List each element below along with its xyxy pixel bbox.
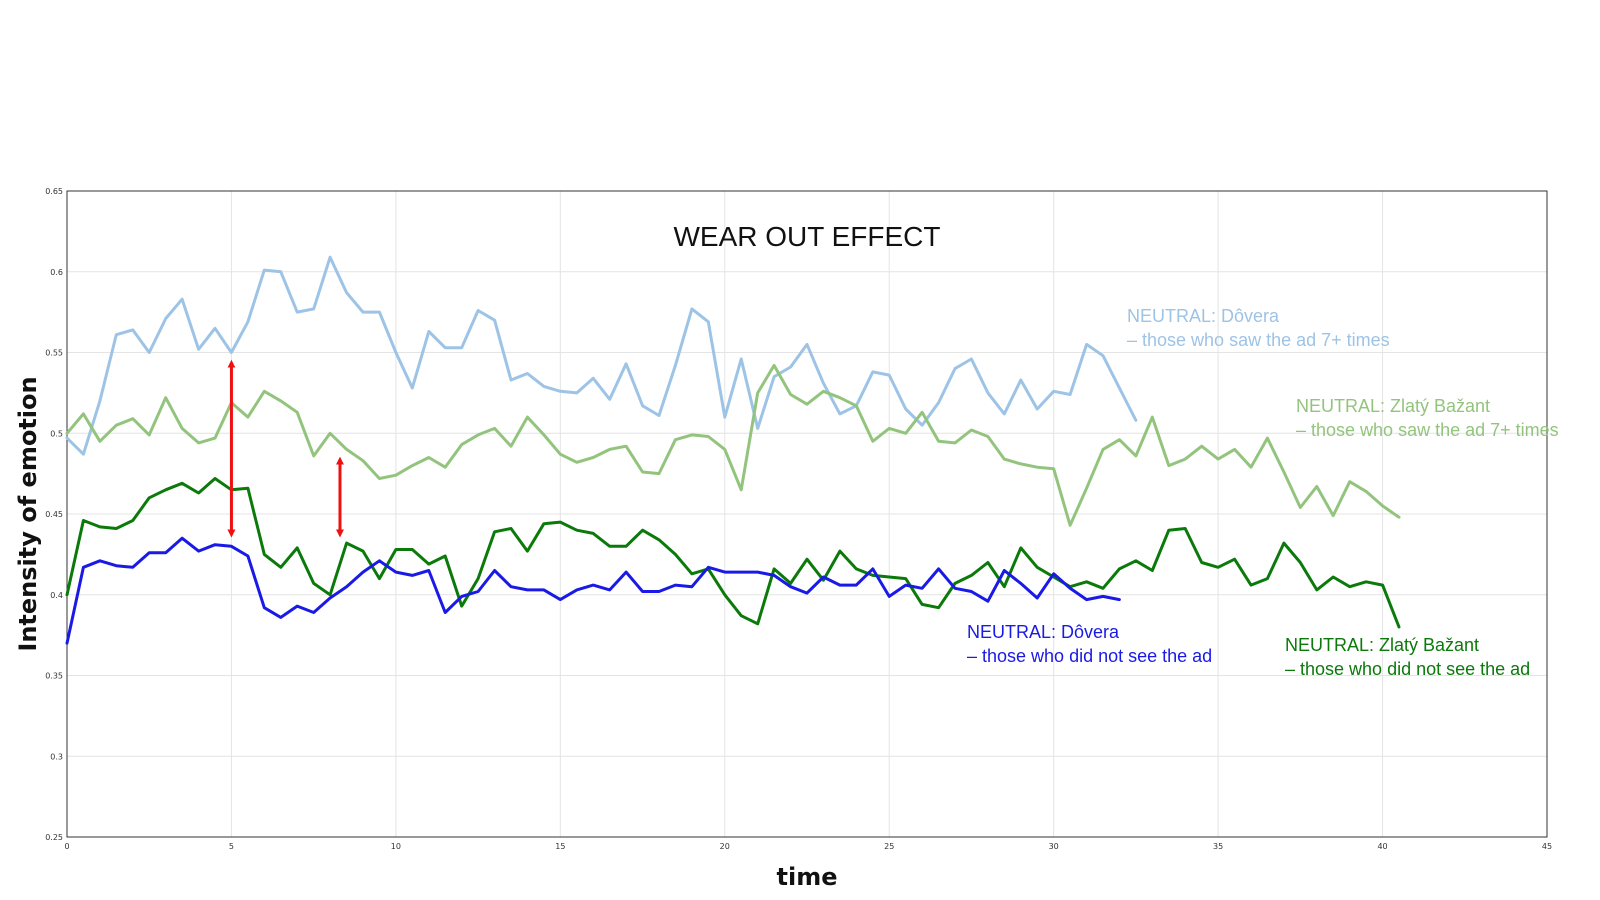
x-tick-label: 20 (720, 842, 730, 851)
x-tick-label: 40 (1377, 842, 1387, 851)
legend-label-zlaty-7plus-line2: – those who saw the ad 7+ times (1296, 420, 1559, 440)
series-line-3 (65, 536, 1121, 645)
x-tick-label: 0 (64, 842, 69, 851)
x-axis: 0 5 10 15 20 25 30 35 40 45 (64, 842, 1552, 851)
legend-label-dovera-nosee: NEUTRAL: Dôvera – those who did not see … (967, 622, 1212, 666)
x-tick-label: 30 (1049, 842, 1059, 851)
legend-label-dovera-7plus-line1: NEUTRAL: Dôvera (1127, 306, 1280, 326)
x-tick-label: 35 (1213, 842, 1223, 851)
legend-label-zlaty-7plus-line1: NEUTRAL: Zlatý Bažant (1296, 396, 1490, 416)
series-line-0 (65, 255, 1138, 456)
x-tick-label: 5 (229, 842, 234, 851)
annotation-arrows (227, 359, 344, 538)
legend-label-dovera-7plus-line2: – those who saw the ad 7+ times (1127, 330, 1390, 350)
y-tick-label: 0.6 (50, 268, 63, 277)
y-tick-label: 0.45 (45, 510, 63, 519)
grid-lines (66, 190, 1548, 838)
x-tick-label: 10 (391, 842, 401, 851)
series-line-1 (65, 363, 1401, 527)
legend-label-zlaty-7plus: NEUTRAL: Zlatý Bažant – those who saw th… (1296, 396, 1559, 440)
y-tick-label: 0.4 (50, 591, 63, 600)
legend-label-dovera-7plus: NEUTRAL: Dôvera – those who saw the ad 7… (1127, 306, 1390, 350)
y-axis: 0.25 0.3 0.35 0.4 0.45 0.5 0.55 0.6 0.65 (45, 187, 63, 842)
x-axis-label: time (777, 863, 838, 891)
y-tick-label: 0.25 (45, 833, 63, 842)
series-line-2 (65, 477, 1401, 629)
legend-label-dovera-nosee-line2: – those who did not see the ad (967, 646, 1212, 666)
x-tick-label: 45 (1542, 842, 1552, 851)
x-tick-label: 25 (884, 842, 894, 851)
series-group (65, 255, 1401, 645)
x-tick-label: 15 (555, 842, 565, 851)
y-tick-label: 0.3 (50, 752, 63, 761)
legend-label-zlaty-nosee-line2: – those who did not see the ad (1285, 659, 1530, 679)
chart-title: WEAR OUT EFFECT (673, 221, 940, 252)
y-axis-label: Intensity of emotion (14, 376, 42, 651)
plot-area (66, 190, 1548, 838)
y-tick-label: 0.65 (45, 187, 63, 196)
y-tick-label: 0.35 (45, 672, 63, 681)
y-tick-label: 0.5 (50, 429, 63, 438)
legend-label-zlaty-nosee-line1: NEUTRAL: Zlatý Bažant (1285, 635, 1479, 655)
legend-label-zlaty-nosee: NEUTRAL: Zlatý Bažant – those who did no… (1285, 635, 1530, 679)
legend-label-dovera-nosee-line1: NEUTRAL: Dôvera (967, 622, 1120, 642)
y-tick-label: 0.55 (45, 349, 63, 358)
